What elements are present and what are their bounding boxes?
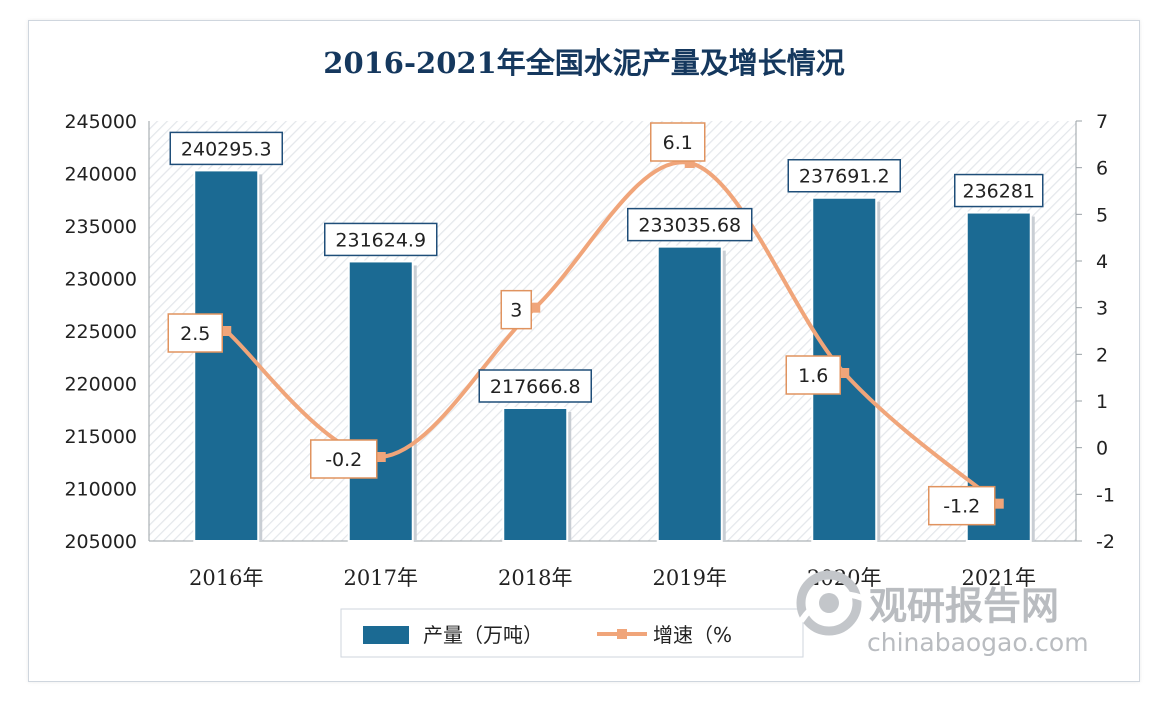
growth-marker — [839, 368, 850, 378]
y-right-tick-label: 1 — [1096, 391, 1108, 413]
legend-label-line: 增速（% — [653, 623, 732, 647]
chart: 2016-2021年全国水泥产量及增长情况 205000 210000 215000… — [64, 46, 1115, 658]
legend-swatch-bar — [363, 626, 409, 644]
line-data-label-box — [928, 485, 996, 526]
bar — [347, 260, 414, 543]
y-right-tick-label: 6 — [1096, 158, 1108, 180]
bar-data-label-box — [324, 222, 438, 257]
y-right-tick-label: -1 — [1096, 484, 1115, 506]
bar — [656, 245, 723, 542]
bar-data-label-box — [169, 131, 283, 166]
x-category-label: 2018年 — [498, 566, 572, 590]
line-data-label-box — [650, 122, 706, 162]
y-left-tick-label: 215000 — [64, 426, 137, 448]
bar-data-label-box — [954, 173, 1044, 208]
bar-data-label: 233035.68 — [638, 215, 741, 237]
y-left-tick-label: 205000 — [64, 531, 137, 553]
growth-marker — [375, 452, 386, 462]
bar-data-label: 231624.9 — [335, 229, 426, 251]
x-category-label: 2016年 — [189, 566, 263, 590]
bar-data-label: 240295.3 — [181, 138, 272, 160]
growth-marker — [684, 158, 695, 168]
legend-label-bar: 产量（万吨） — [423, 623, 543, 647]
y-left-tick-label: 235000 — [64, 216, 137, 238]
line-data-label-box — [500, 289, 532, 330]
y-left-tick-label: 210000 — [64, 479, 137, 501]
bar-data-label-box — [627, 207, 753, 242]
bar-data-label: 217666.8 — [490, 376, 581, 398]
watermark-brand: 观研报告网 — [869, 584, 1059, 628]
plot-area: 2050002100002150002200002250002300002350… — [64, 111, 1114, 590]
bar-data-label-box — [787, 158, 901, 193]
y-left-tick-label: 245000 — [64, 111, 137, 133]
line-data-label: 2.5 — [180, 323, 210, 345]
y-left-tick-label: 230000 — [64, 269, 137, 291]
line-data-label-box — [310, 439, 378, 479]
bar-data-label-box — [478, 369, 592, 403]
growth-marker — [530, 302, 541, 313]
watermark-site: chinabaogao.com — [867, 628, 1089, 657]
legend: 产量（万吨） 增速（% — [340, 608, 804, 658]
line-data-label-box — [167, 313, 223, 353]
y-right-tick-label: -2 — [1096, 531, 1115, 553]
line-data-label: 3 — [510, 300, 522, 322]
bar-data-label: 237691.2 — [799, 166, 890, 188]
y-right-tick-label: 2 — [1096, 344, 1108, 366]
chart-title: 2016-2021年全国水泥产量及增长情况 — [323, 46, 844, 80]
y-right-tick-label: 5 — [1096, 204, 1108, 226]
y-left-tick-label: 240000 — [64, 164, 137, 186]
bar-data-label: 236281 — [962, 181, 1035, 203]
plot-background — [149, 121, 1076, 541]
line-data-label: -1.2 — [943, 496, 980, 518]
line-data-label-box — [785, 355, 841, 395]
growth-marker — [993, 498, 1004, 509]
growth-marker — [221, 326, 232, 336]
y-left-tick-label: 220000 — [64, 374, 137, 396]
legend-box — [340, 608, 804, 658]
watermark: 观研报告网 chinabaogao.com — [796, 570, 1089, 657]
watermark-logo-icon — [796, 570, 871, 636]
line-data-label: 1.6 — [798, 365, 828, 387]
chart-frame: 2016-2021年全国水泥产量及增长情况 205000 210000 215000… — [28, 20, 1140, 682]
y-right-tick-label: 7 — [1096, 111, 1108, 133]
legend-swatch-marker — [617, 629, 627, 639]
y-right-tick-label: 4 — [1096, 251, 1108, 273]
x-category-label: 2021年 — [962, 566, 1036, 590]
y-right-tick-label: 0 — [1096, 438, 1108, 460]
line-data-label: -0.2 — [325, 449, 362, 471]
line-data-label: 6.1 — [663, 132, 693, 154]
y-right-tick-label: 3 — [1096, 298, 1108, 320]
x-category-label: 2017年 — [344, 566, 418, 590]
x-category-label: 2019年 — [653, 566, 727, 590]
bar — [502, 406, 569, 542]
y-left-tick-label: 225000 — [64, 321, 137, 343]
